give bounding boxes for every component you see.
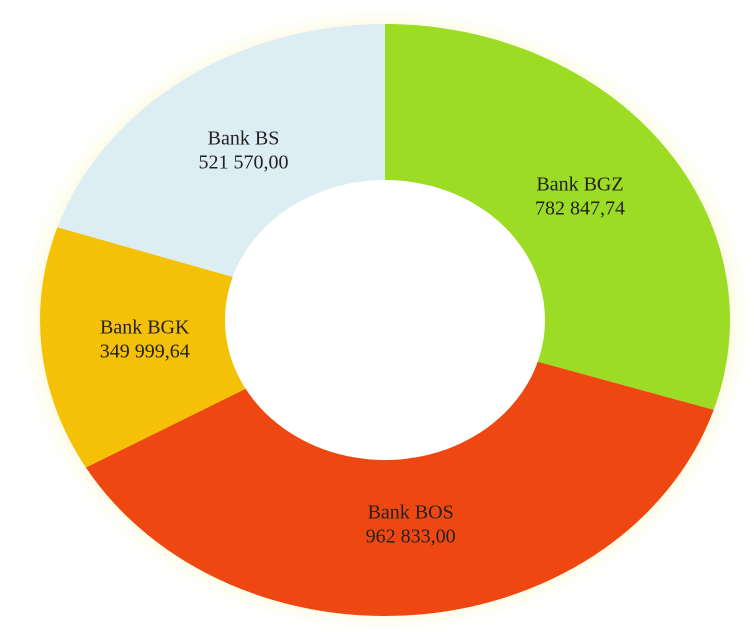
slice-label: Bank BGK (100, 317, 190, 339)
donut-hole (225, 180, 545, 460)
slice (39, 227, 386, 468)
slice-value-label: 349 999,64 (100, 341, 190, 363)
slice-label: Bank BGZ (536, 173, 623, 195)
slice-value-label: 782 847,74 (535, 197, 625, 219)
slice (85, 320, 714, 616)
slice-value-label: 521 570,00 (198, 152, 288, 174)
slice-label: Bank BS (208, 128, 280, 150)
slice-value-label: 962 833,00 (366, 526, 456, 548)
slice-label: Bank BOS (368, 502, 454, 524)
